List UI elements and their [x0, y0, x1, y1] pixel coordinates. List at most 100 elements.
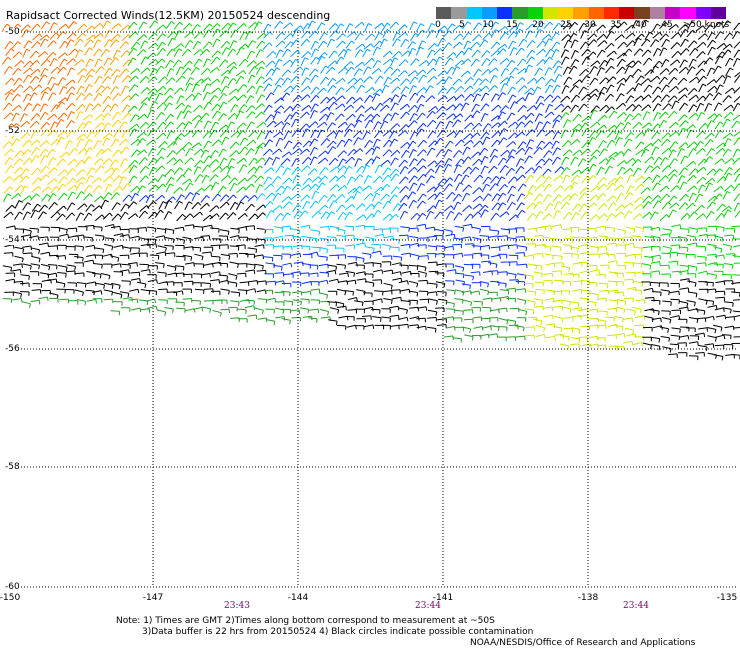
wind-barb-flag [622, 66, 626, 71]
wind-barb-flag [683, 77, 688, 82]
wind-barb-flag [412, 191, 416, 195]
wind-barb [354, 238, 364, 241]
wind-barb-flag [298, 210, 303, 214]
wind-barb [220, 174, 229, 182]
wind-barb [155, 111, 162, 120]
wind-barb-flag [470, 85, 474, 90]
wind-barb [678, 127, 684, 137]
wind-barb [482, 136, 487, 146]
wind-barb [533, 193, 540, 202]
wind-barb-flag [351, 176, 356, 180]
wind-barb-flag [133, 164, 138, 169]
wind-barb-flag [649, 31, 654, 35]
wind-barb [589, 292, 599, 295]
wind-barb-flag [610, 57, 615, 61]
wind-barb [248, 66, 255, 75]
wind-barb [443, 183, 450, 192]
wind-barb-flag [357, 137, 362, 141]
wind-barb [399, 166, 406, 175]
wind-barb-flag [723, 254, 725, 260]
wind-barb [66, 264, 76, 267]
wind-barb [346, 31, 355, 38]
wind-barb-flag [343, 230, 346, 235]
wind-barb [478, 39, 486, 48]
wind-barb [300, 38, 307, 47]
wind-barb-flag [666, 94, 671, 98]
wind-barb [644, 236, 654, 238]
wind-barb [130, 278, 140, 281]
wind-barb-flag [100, 165, 105, 169]
wind-barb-flag [91, 131, 95, 135]
wind-barb-flag [630, 202, 634, 207]
wind-barb-flag [298, 95, 302, 99]
wind-barb-flag [534, 291, 537, 296]
wind-barb-flag [307, 94, 311, 98]
wind-barb-flag [145, 76, 150, 80]
wind-barb-flag [476, 110, 481, 114]
wind-barb-flag [469, 285, 471, 290]
wind-barb-flag [223, 101, 228, 105]
wind-barb [274, 77, 281, 86]
wind-barb-flag [154, 228, 157, 233]
wind-barb-flag [71, 120, 75, 124]
wind-barb-flag [566, 95, 571, 100]
wind-barb [462, 156, 469, 165]
wind-barb-flag [152, 128, 157, 133]
wind-barb-flag [118, 285, 121, 290]
wind-barb [623, 168, 631, 175]
wind-barb-flag [574, 21, 579, 26]
wind-barb [66, 177, 74, 186]
wind-barb [544, 129, 553, 137]
wind-barb [244, 183, 253, 191]
wind-barb [644, 156, 652, 164]
wind-barb [237, 84, 245, 92]
wind-barb-flag [178, 48, 183, 52]
wind-barb [644, 31, 651, 41]
wind-barb [129, 93, 137, 101]
wind-barb-flag [70, 92, 75, 96]
wind-barb-flag [101, 214, 105, 219]
wind-barb [507, 31, 515, 39]
wind-barb-flag [147, 67, 151, 72]
wind-barb-flag [168, 211, 173, 214]
wind-barb [426, 119, 434, 128]
wind-barb [227, 22, 234, 31]
wind-barb [632, 253, 642, 256]
wind-barb [515, 166, 522, 174]
wind-barb-flag [693, 185, 698, 190]
wind-barb [382, 130, 391, 137]
wind-barb [57, 176, 65, 185]
wind-barb-flag [287, 77, 291, 81]
wind-barb [136, 149, 145, 156]
wind-barb [696, 262, 706, 265]
wind-barb [697, 270, 707, 274]
wind-barb [66, 130, 73, 139]
wind-barb-flag [414, 120, 418, 124]
wind-barb-flag [403, 202, 408, 207]
wind-barb [706, 201, 714, 210]
wind-barb-flag [601, 91, 606, 95]
wind-barb-flag [144, 40, 149, 44]
wind-barb [247, 194, 255, 202]
wind-barb-flag [668, 103, 672, 107]
wind-barb-flag [565, 56, 570, 60]
wind-barb-flag [436, 284, 438, 289]
wind-barb [392, 255, 402, 258]
wind-barb-flag [111, 291, 114, 296]
wind-barb-flag [676, 59, 681, 64]
wind-barb [706, 67, 712, 77]
wind-barb-flag [513, 176, 518, 180]
wind-barb [345, 85, 354, 93]
wind-barb-flag [598, 269, 601, 274]
wind-barb [327, 146, 334, 155]
wind-barb-flag [182, 227, 185, 232]
wind-barb-flag [144, 210, 149, 215]
wind-barb [338, 280, 348, 283]
wind-barb-flag [125, 68, 130, 73]
wind-barb [274, 21, 281, 29]
wind-barb-flag [289, 59, 293, 64]
wind-barb-flag [350, 104, 354, 109]
wind-barb-flag [107, 96, 112, 100]
wind-barb-flag [135, 93, 139, 97]
wind-barb [445, 120, 450, 130]
